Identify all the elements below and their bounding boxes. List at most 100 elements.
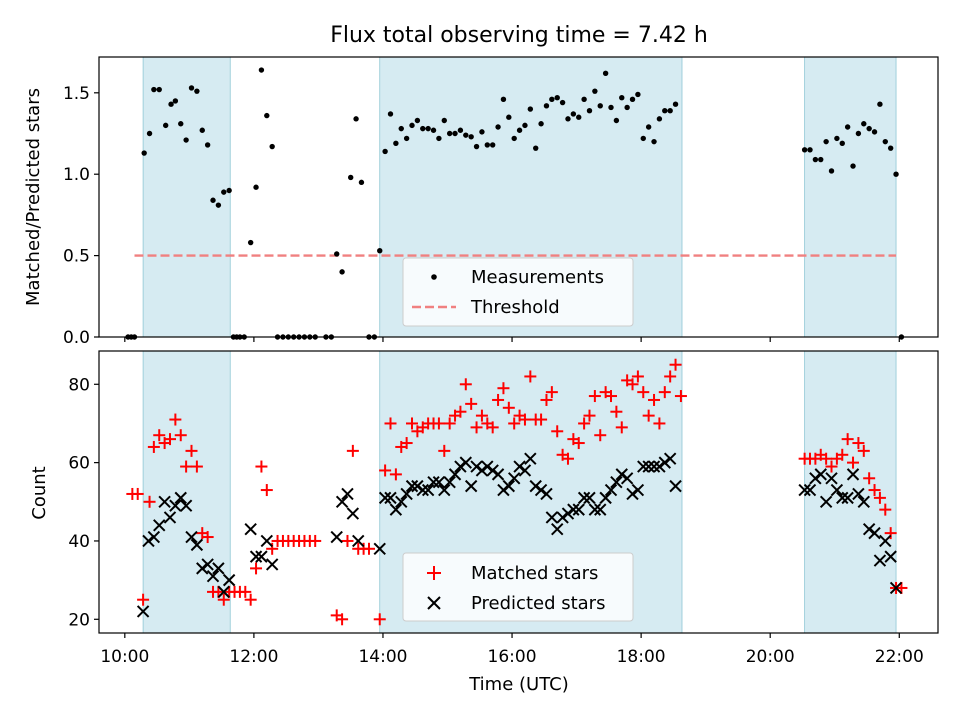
- predicted-star-point: [830, 483, 844, 497]
- matched-star-point: [674, 390, 687, 403]
- measurement-point: [253, 184, 259, 190]
- predicted-star-point: [346, 507, 360, 520]
- predicted-star-point: [249, 550, 263, 563]
- predicted-marker-b: [868, 526, 881, 540]
- predicted-marker-b: [884, 550, 897, 563]
- predicted-star-point: [486, 464, 499, 477]
- measurement-point: [178, 121, 184, 127]
- measurement-point: [527, 106, 534, 112]
- measurement-point: [194, 88, 200, 94]
- matched-star-point: [475, 409, 488, 422]
- matched-star-point: [540, 393, 553, 406]
- predicted-marker-b: [427, 476, 440, 489]
- predicted-marker-b: [432, 476, 446, 489]
- predicted-star-point: [819, 495, 833, 508]
- measurement-point: [613, 117, 620, 124]
- predicted-star-point: [448, 468, 462, 481]
- figure-title: Flux total observing time = 7.42 h: [330, 23, 708, 48]
- matched-star-point: [588, 390, 601, 403]
- measurement-point: [247, 239, 254, 246]
- measurement-point: [463, 132, 469, 138]
- measurement-point: [430, 127, 437, 133]
- matched-star-point: [648, 393, 661, 406]
- measurement-point: [893, 171, 899, 177]
- predicted-marker-b: [852, 487, 865, 501]
- matched-star-point: [336, 613, 349, 626]
- predicted-star-point: [814, 468, 827, 481]
- predicted-star-point: [341, 487, 354, 501]
- matched-star-point: [852, 437, 865, 450]
- measurement-point: [409, 122, 415, 129]
- measurement-point: [334, 251, 340, 257]
- predicted-star-point: [491, 468, 505, 481]
- measurement-point: [221, 189, 227, 195]
- predicted-star-point: [825, 472, 838, 485]
- matched-star-point: [642, 409, 655, 422]
- predicted-star-point: [174, 491, 187, 505]
- predicted-marker-b: [567, 503, 580, 516]
- measurement-point: [457, 127, 464, 133]
- predicted-star-point: [373, 542, 386, 555]
- matched-star-point: [863, 472, 876, 485]
- predicted-star-point: [481, 460, 494, 473]
- predicted-star-point: [809, 472, 822, 485]
- matched-star-point: [190, 460, 203, 473]
- measurement-point: [662, 108, 668, 114]
- measurement-point: [377, 248, 383, 254]
- measurement-point: [656, 116, 663, 122]
- predicted-star-point: [475, 464, 489, 477]
- measurement-point: [839, 140, 845, 146]
- y-tick-label: 1.0: [63, 165, 90, 185]
- predicted-marker-b: [819, 495, 833, 508]
- measurement-point: [162, 122, 169, 129]
- predicted-star-point: [179, 499, 193, 512]
- matched-star-point: [459, 378, 472, 391]
- predicted-star-point: [464, 479, 478, 493]
- measurement-point: [210, 197, 216, 203]
- measurement-point: [543, 103, 550, 109]
- matched-star-point: [610, 405, 623, 418]
- matched-star-point: [465, 397, 478, 410]
- predicted-marker-b: [335, 495, 349, 508]
- predicted-marker-b: [637, 460, 650, 473]
- predicted-marker-b: [879, 534, 892, 548]
- matched-star-point: [847, 456, 860, 469]
- measurement-point: [812, 156, 819, 163]
- predicted-marker-b: [153, 519, 166, 532]
- predicted-marker-b: [620, 472, 634, 485]
- matched-legend-marker: [427, 566, 441, 580]
- observing-window-band: [804, 56, 897, 338]
- predicted-star-point: [637, 460, 650, 473]
- predicted-star-point: [862, 523, 876, 536]
- predicted-star-point: [583, 491, 596, 505]
- predicted-marker-b: [663, 452, 677, 465]
- measurement-point: [887, 145, 894, 151]
- measurement-point: [645, 124, 652, 130]
- matched-star-point: [384, 417, 397, 430]
- matched-star-point: [561, 452, 574, 465]
- predicted-marker-b: [222, 573, 236, 587]
- predicted-marker-b: [384, 491, 397, 505]
- predicted-star-point: [518, 464, 532, 477]
- matched-star-point: [578, 417, 591, 430]
- y-tick-label: 0.0: [63, 328, 90, 348]
- predicted-marker-b: [459, 456, 473, 469]
- matched-star-point: [583, 409, 596, 422]
- predicted-star-point: [852, 487, 865, 501]
- x-tick-label: 18:00: [617, 647, 666, 667]
- observing-window-band: [142, 350, 231, 634]
- measurement-point: [199, 127, 205, 133]
- predicted-star-point: [556, 511, 569, 524]
- measurement-point: [834, 135, 840, 142]
- predicted-star-point: [626, 487, 639, 501]
- y-tick-label: 40: [68, 532, 90, 552]
- matched-star-point: [443, 417, 456, 430]
- matched-star-point: [260, 484, 273, 497]
- predicted-marker-b: [524, 452, 537, 465]
- predicted-star-point: [222, 573, 236, 587]
- predicted-marker-b: [443, 476, 456, 489]
- predicted-marker-b: [475, 464, 489, 477]
- matched-star-point: [873, 491, 886, 504]
- x-tick-label: 14:00: [358, 647, 407, 667]
- predicted-marker-b: [604, 483, 618, 497]
